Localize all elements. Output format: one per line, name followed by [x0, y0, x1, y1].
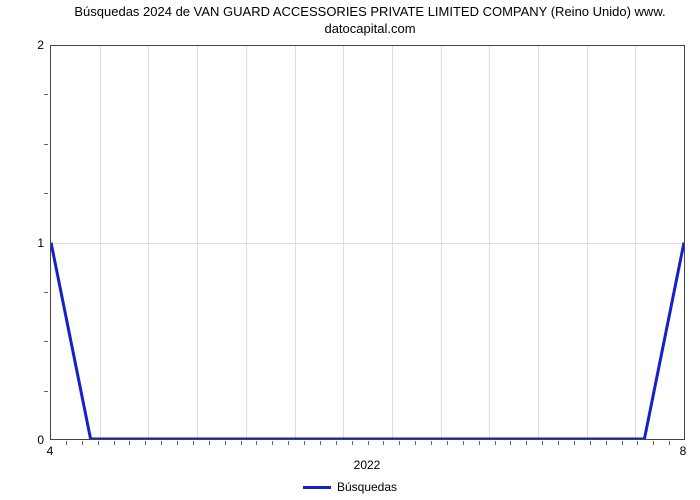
legend-swatch	[303, 486, 331, 489]
x-minor-tick	[399, 441, 400, 445]
x-minor-tick	[590, 441, 591, 445]
x-minor-tick	[479, 441, 480, 445]
x-axis-center-label: 2022	[354, 458, 381, 472]
x-minor-tick	[241, 441, 242, 445]
x-minor-tick	[637, 441, 638, 445]
chart-title: Búsquedas 2024 de VAN GUARD ACCESSORIES …	[50, 4, 690, 38]
x-minor-tick	[606, 441, 607, 445]
y-minor-tick	[44, 341, 48, 342]
gridline-v	[441, 46, 442, 439]
chart-container: Búsquedas 2024 de VAN GUARD ACCESSORIES …	[0, 0, 700, 500]
y-minor-tick	[44, 292, 48, 293]
x-minor-tick	[145, 441, 146, 445]
x-minor-tick	[669, 441, 670, 445]
x-minor-tick	[193, 441, 194, 445]
y-minor-tick	[44, 94, 48, 95]
x-minor-tick	[495, 441, 496, 445]
x-minor-tick	[114, 441, 115, 445]
x-minor-tick	[225, 441, 226, 445]
x-minor-tick	[558, 441, 559, 445]
y-tick-label-0: 0	[4, 433, 44, 447]
x-minor-tick	[336, 441, 337, 445]
x-minor-tick	[288, 441, 289, 445]
x-minor-tick	[368, 441, 369, 445]
plot-area	[50, 45, 685, 440]
gridline-v	[100, 46, 101, 439]
x-minor-tick	[526, 441, 527, 445]
gridline-v	[148, 46, 149, 439]
gridline-v	[295, 46, 296, 439]
chart-title-line2: datocapital.com	[324, 21, 415, 36]
x-minor-tick	[447, 441, 448, 445]
x-minor-tick	[320, 441, 321, 445]
gridline-v	[635, 46, 636, 439]
gridline-v	[489, 46, 490, 439]
x-minor-tick	[415, 441, 416, 445]
y-tick-label-1: 1	[4, 236, 44, 250]
x-minor-tick	[542, 441, 543, 445]
gridline-h	[51, 243, 684, 244]
gridline-v	[587, 46, 588, 439]
x-minor-tick	[272, 441, 273, 445]
x-minor-tick	[653, 441, 654, 445]
x-minor-tick	[82, 441, 83, 445]
y-minor-tick	[44, 193, 48, 194]
x-minor-tick	[622, 441, 623, 445]
x-tick-label-right: 8	[680, 444, 687, 458]
x-minor-tick	[463, 441, 464, 445]
x-minor-tick	[574, 441, 575, 445]
x-minor-tick	[66, 441, 67, 445]
x-tick-label-left: 4	[47, 444, 54, 458]
y-minor-tick	[44, 391, 48, 392]
legend-label: Búsquedas	[337, 480, 397, 494]
x-minor-tick	[304, 441, 305, 445]
y-tick-label-2: 2	[4, 38, 44, 52]
gridline-v	[197, 46, 198, 439]
gridline-v	[538, 46, 539, 439]
legend: Búsquedas	[0, 479, 700, 494]
x-minor-tick	[129, 441, 130, 445]
x-minor-tick	[431, 441, 432, 445]
x-minor-tick	[383, 441, 384, 445]
x-minor-tick	[256, 441, 257, 445]
x-minor-tick	[510, 441, 511, 445]
gridline-v	[246, 46, 247, 439]
chart-title-line1: Búsquedas 2024 de VAN GUARD ACCESSORIES …	[74, 4, 665, 19]
y-minor-tick	[44, 144, 48, 145]
x-minor-tick	[98, 441, 99, 445]
x-minor-tick	[161, 441, 162, 445]
gridline-v	[343, 46, 344, 439]
x-minor-tick	[209, 441, 210, 445]
x-minor-tick	[352, 441, 353, 445]
x-minor-tick	[177, 441, 178, 445]
gridline-v	[392, 46, 393, 439]
